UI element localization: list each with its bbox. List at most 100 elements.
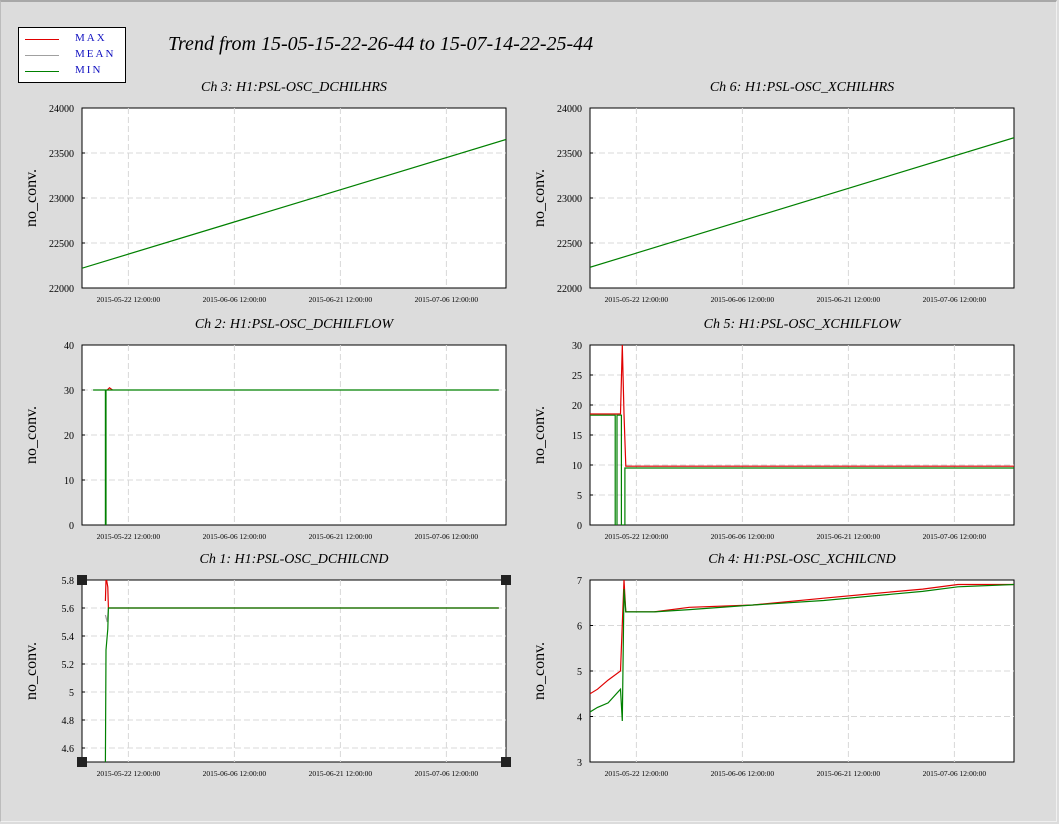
- y-tick-label: 20: [572, 401, 582, 412]
- legend-swatch-min: [25, 71, 59, 72]
- y-tick-label: 3: [577, 758, 582, 769]
- y-tick-label: 4: [577, 713, 582, 724]
- chart-title: Ch 3: H1:PSL-OSC_DCHILHRS: [201, 80, 387, 95]
- y-tick-label: 23500: [557, 149, 582, 160]
- y-tick-label: 5.6: [62, 604, 75, 615]
- y-tick-label: 5.4: [62, 632, 75, 643]
- chart-title: Ch 4: H1:PSL-OSC_XCHILCND: [708, 552, 895, 567]
- x-tick-label: 2015-07-06 12:00:00: [415, 532, 479, 541]
- y-tick-label: 4.6: [62, 744, 75, 755]
- x-tick-label: 2015-06-21 12:00:00: [817, 295, 881, 304]
- x-tick-label: 2015-07-06 12:00:00: [923, 295, 987, 304]
- x-tick-label: 2015-06-06 12:00:00: [203, 295, 267, 304]
- legend-item-mean: MEAN: [19, 48, 125, 64]
- series-line-min: [93, 389, 499, 525]
- x-tick-label: 2015-06-21 12:00:00: [309, 532, 373, 541]
- y-tick-label: 5: [577, 491, 582, 502]
- x-tick-label: 2015-06-21 12:00:00: [309, 769, 373, 778]
- y-tick-label: 30: [572, 341, 582, 352]
- y-tick-label: 24000: [49, 104, 74, 115]
- resize-handle[interactable]: [501, 757, 511, 767]
- y-tick-label: 40: [64, 341, 74, 352]
- chart-1[interactable]: 22000 22500 23000 23500 24000 2015-05-22 12:0…: [23, 80, 507, 304]
- resize-handle[interactable]: [501, 575, 511, 585]
- y-tick-label: 25: [572, 371, 582, 382]
- y-axis-label: no_conv.: [23, 169, 40, 227]
- x-tick-label: 2015-06-21 12:00:00: [309, 295, 373, 304]
- chart-4[interactable]: 0 5 10 15 20 25 30 2015-05-22 12:00:00 2015-06-0…: [531, 317, 1015, 541]
- y-tick-label: 23000: [49, 194, 74, 205]
- series-line-min: [590, 414, 1014, 525]
- x-tick-label: 2015-06-06 12:00:00: [711, 532, 775, 541]
- y-tick-label: 22000: [49, 284, 74, 295]
- y-tick-label: 5.8: [62, 576, 75, 587]
- x-tick-label: 2015-06-21 12:00:00: [817, 769, 881, 778]
- series-group: [82, 138, 506, 269]
- y-tick-label: 30: [64, 386, 74, 397]
- y-axis-label: no_conv.: [23, 642, 40, 700]
- y-tick-label: 7: [577, 576, 582, 587]
- plot-area: [81, 579, 507, 763]
- series-line-min: [590, 137, 1014, 268]
- y-axis-label: no_conv.: [531, 169, 548, 227]
- y-tick-label: 4.8: [62, 716, 75, 727]
- legend-label-min: MIN: [75, 64, 103, 76]
- chart-3[interactable]: 0 10 20 30 40 2015-05-22 12:00:00 2015-06-06 1…: [23, 317, 507, 541]
- legend-label-mean: MEAN: [75, 48, 116, 60]
- chart-title: Ch 1: H1:PSL-OSC_DCHILCND: [199, 552, 388, 567]
- x-tick-label: 2015-07-06 12:00:00: [923, 532, 987, 541]
- legend: MAX MEAN MIN: [18, 27, 126, 83]
- y-tick-label: 10: [64, 476, 74, 487]
- y-tick-label: 24000: [557, 104, 582, 115]
- series-line-min: [82, 138, 506, 269]
- chart-5[interactable]: 4.6 4.8 5 5.2 5.4 5.6 5.8 2015-05-22 12:00:00 20…: [23, 552, 511, 778]
- y-axis-label: no_conv.: [23, 406, 40, 464]
- chart-title: Ch 5: H1:PSL-OSC_XCHILFLOW: [704, 317, 902, 332]
- y-tick-label: 15: [572, 431, 582, 442]
- y-tick-label: 5.2: [62, 660, 75, 671]
- series-group: [590, 345, 1014, 525]
- y-tick-label: 20: [64, 431, 74, 442]
- series-group: [93, 387, 499, 525]
- x-tick-label: 2015-06-06 12:00:00: [711, 769, 775, 778]
- resize-handle[interactable]: [77, 757, 87, 767]
- x-tick-label: 2015-05-22 12:00:00: [97, 532, 161, 541]
- x-tick-label: 2015-06-06 12:00:00: [203, 769, 267, 778]
- series-line-min: [104, 607, 499, 762]
- x-tick-label: 2015-06-06 12:00:00: [711, 295, 775, 304]
- y-tick-label: 22500: [557, 239, 582, 250]
- legend-swatch-max: [25, 39, 59, 40]
- y-tick-label: 0: [577, 521, 582, 532]
- series-group: [590, 580, 1014, 722]
- chart-2[interactable]: 22000 22500 23000 23500 24000 2015-05-22 12:0…: [531, 80, 1015, 304]
- series-line-max: [590, 345, 1014, 467]
- y-tick-label: 5: [577, 667, 582, 678]
- resize-handle[interactable]: [77, 575, 87, 585]
- x-tick-label: 2015-05-22 12:00:00: [605, 295, 669, 304]
- y-tick-label: 5: [69, 688, 74, 699]
- y-tick-label: 22000: [557, 284, 582, 295]
- series-group: [104, 580, 499, 762]
- y-axis-label: no_conv.: [531, 642, 548, 700]
- legend-label-max: MAX: [75, 32, 107, 44]
- y-tick-label: 23000: [557, 194, 582, 205]
- x-tick-label: 2015-05-22 12:00:00: [97, 769, 161, 778]
- series-group: [590, 137, 1014, 268]
- legend-item-min: MIN: [19, 64, 125, 80]
- x-tick-label: 2015-07-06 12:00:00: [415, 295, 479, 304]
- chart-title: Ch 6: H1:PSL-OSC_XCHILHRS: [710, 80, 894, 95]
- x-tick-label: 2015-05-22 12:00:00: [605, 532, 669, 541]
- y-axis-label: no_conv.: [531, 406, 548, 464]
- y-tick-label: 0: [69, 521, 74, 532]
- legend-swatch-mean: [25, 55, 59, 56]
- x-tick-label: 2015-05-22 12:00:00: [97, 295, 161, 304]
- x-tick-label: 2015-05-22 12:00:00: [605, 769, 669, 778]
- y-tick-label: 23500: [49, 149, 74, 160]
- series-line-max: [590, 580, 1014, 695]
- x-tick-label: 2015-06-06 12:00:00: [203, 532, 267, 541]
- x-tick-label: 2015-07-06 12:00:00: [415, 769, 479, 778]
- chart-6[interactable]: 3 4 5 6 7 2015-05-22 12:00:00 2015-06-06 12:00…: [531, 552, 1015, 778]
- y-tick-label: 10: [572, 461, 582, 472]
- trend-title: Trend from 15-05-15-22-26-44 to 15-07-14…: [168, 33, 594, 55]
